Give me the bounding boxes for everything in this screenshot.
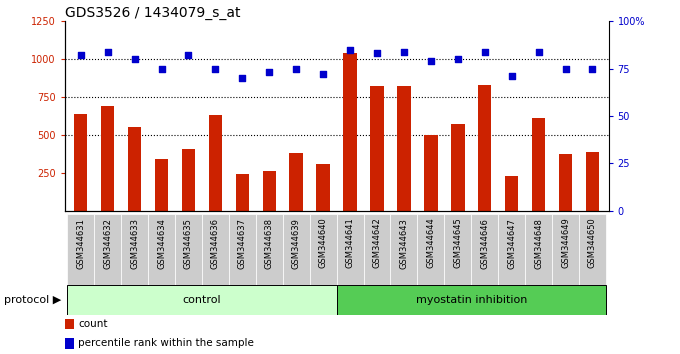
- Text: GSM344637: GSM344637: [238, 218, 247, 269]
- Text: GSM344643: GSM344643: [399, 218, 409, 269]
- Text: GSM344631: GSM344631: [76, 218, 85, 269]
- Point: [291, 66, 302, 72]
- Text: GSM344642: GSM344642: [373, 218, 381, 268]
- Text: GSM344645: GSM344645: [454, 218, 462, 268]
- Point: [371, 51, 382, 56]
- Bar: [390, 214, 418, 285]
- Bar: [478, 85, 492, 211]
- Bar: [451, 124, 464, 211]
- Text: GSM344632: GSM344632: [103, 218, 112, 269]
- Point: [587, 66, 598, 72]
- Bar: [444, 214, 471, 285]
- Bar: [128, 126, 141, 211]
- Bar: [424, 135, 438, 211]
- Bar: [309, 214, 337, 285]
- Point: [560, 66, 571, 72]
- Bar: [209, 115, 222, 211]
- Text: GSM344644: GSM344644: [426, 218, 435, 268]
- Point: [264, 69, 275, 75]
- Text: GSM344639: GSM344639: [292, 218, 301, 269]
- Bar: [371, 86, 384, 211]
- Text: protocol ▶: protocol ▶: [4, 295, 61, 305]
- Point: [129, 56, 140, 62]
- Bar: [364, 214, 390, 285]
- Point: [506, 73, 517, 79]
- Bar: [290, 153, 303, 211]
- Bar: [67, 285, 337, 315]
- Bar: [343, 53, 357, 211]
- Bar: [175, 214, 202, 285]
- Text: GSM344641: GSM344641: [345, 218, 354, 268]
- Text: GDS3526 / 1434079_s_at: GDS3526 / 1434079_s_at: [65, 6, 240, 20]
- Text: GSM344638: GSM344638: [265, 218, 274, 269]
- Text: GSM344633: GSM344633: [130, 218, 139, 269]
- Text: percentile rank within the sample: percentile rank within the sample: [78, 338, 254, 348]
- Text: GSM344640: GSM344640: [319, 218, 328, 268]
- Point: [345, 47, 356, 52]
- Bar: [283, 214, 309, 285]
- Bar: [532, 118, 545, 211]
- Bar: [95, 214, 121, 285]
- Point: [237, 75, 248, 81]
- Text: GSM344647: GSM344647: [507, 218, 516, 269]
- Text: control: control: [183, 295, 221, 305]
- Bar: [579, 214, 606, 285]
- Point: [398, 49, 409, 55]
- Text: GSM344648: GSM344648: [534, 218, 543, 269]
- Bar: [262, 171, 276, 211]
- Bar: [471, 214, 498, 285]
- Bar: [74, 114, 88, 211]
- Text: count: count: [78, 319, 107, 329]
- Point: [102, 49, 113, 55]
- Bar: [337, 285, 606, 315]
- Bar: [101, 106, 114, 211]
- Bar: [67, 214, 95, 285]
- Bar: [155, 159, 168, 211]
- Point: [318, 72, 328, 77]
- Bar: [235, 174, 249, 211]
- Text: GSM344649: GSM344649: [561, 218, 570, 268]
- Bar: [585, 152, 599, 211]
- Bar: [525, 214, 552, 285]
- Bar: [316, 164, 330, 211]
- Bar: [505, 176, 518, 211]
- Bar: [498, 214, 525, 285]
- Point: [479, 49, 490, 55]
- Bar: [65, 319, 74, 329]
- Text: GSM344650: GSM344650: [588, 218, 597, 268]
- Point: [183, 52, 194, 58]
- Bar: [229, 214, 256, 285]
- Point: [452, 56, 463, 62]
- Bar: [552, 214, 579, 285]
- Text: myostatin inhibition: myostatin inhibition: [415, 295, 527, 305]
- Bar: [256, 214, 283, 285]
- Point: [426, 58, 437, 64]
- Bar: [182, 149, 195, 211]
- Text: GSM344636: GSM344636: [211, 218, 220, 269]
- Point: [533, 49, 544, 55]
- Text: GSM344646: GSM344646: [480, 218, 489, 269]
- Point: [210, 66, 221, 72]
- Bar: [397, 86, 411, 211]
- Point: [156, 66, 167, 72]
- Bar: [148, 214, 175, 285]
- Text: GSM344634: GSM344634: [157, 218, 166, 269]
- Bar: [121, 214, 148, 285]
- Bar: [65, 338, 74, 349]
- Bar: [559, 154, 573, 211]
- Bar: [202, 214, 229, 285]
- Bar: [337, 214, 364, 285]
- Bar: [418, 214, 444, 285]
- Text: GSM344635: GSM344635: [184, 218, 193, 269]
- Point: [75, 52, 86, 58]
